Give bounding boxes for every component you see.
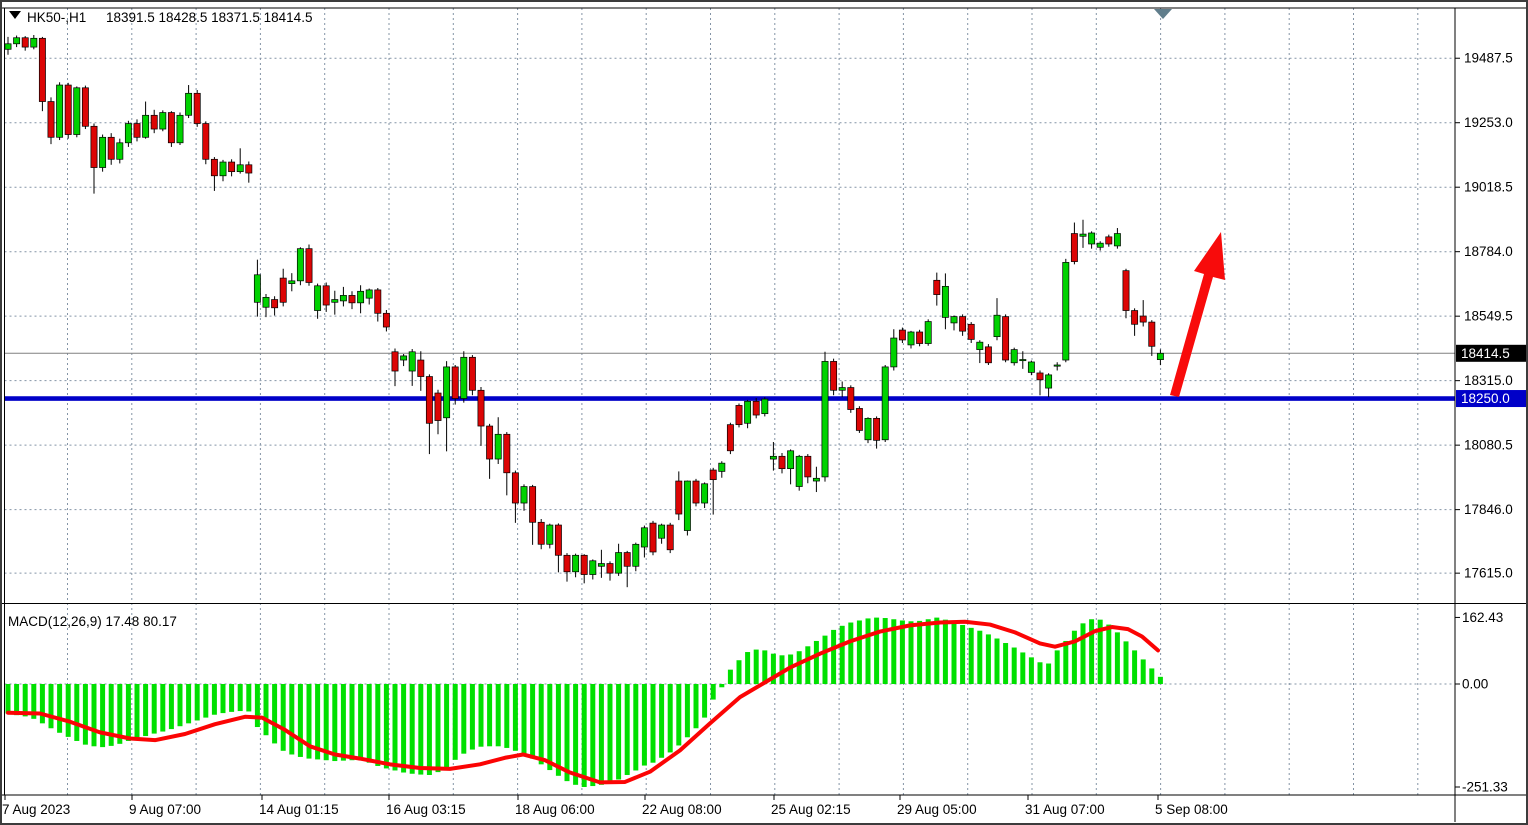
price-axis-label: 19487.5 <box>1464 51 1513 66</box>
price-axis-label: 19018.5 <box>1464 180 1513 195</box>
macd-signal-line <box>6 619 1160 785</box>
time-axis-label: 16 Aug 03:15 <box>386 802 466 817</box>
support-price-badge <box>1456 390 1526 408</box>
price-axis-label: 18080.5 <box>1464 438 1513 453</box>
price-axis: 19487.5 19253.0 19018.5 18784.0 18549.5 18315… <box>1455 51 1513 795</box>
macd-axis-label: 0.00 <box>1462 677 1488 692</box>
price-axis-label: 18549.5 <box>1464 309 1513 324</box>
time-axis-label: 18 Aug 06:00 <box>515 802 595 817</box>
price-axis-label: 18784.0 <box>1464 244 1513 259</box>
time-axis-label: 31 Aug 07:00 <box>1025 802 1105 817</box>
support-price-badge-text: 18250.0 <box>1461 391 1510 406</box>
price-axis-label: 17615.0 <box>1464 566 1513 581</box>
panel-borders <box>2 7 1526 822</box>
horizontal-gridlines <box>4 57 1455 574</box>
time-axis-label: 22 Aug 08:00 <box>642 802 722 817</box>
time-axis-label: 5 Sep 08:00 <box>1155 802 1228 817</box>
price-axis-label: 18315.0 <box>1464 373 1513 388</box>
symbol-dropdown-icon[interactable] <box>9 11 21 19</box>
trend-arrow-up <box>1170 232 1225 397</box>
end-of-data-marker-icon <box>1154 9 1172 19</box>
time-axis-label: 7 Aug 2023 <box>2 802 70 817</box>
macd-axis-label: 162.43 <box>1462 610 1503 625</box>
chart-title-symbol: HK50-,H1 <box>27 10 86 25</box>
time-axis-label: 25 Aug 02:15 <box>771 802 851 817</box>
time-axis: 7 Aug 2023 9 Aug 07:00 14 Aug 01:15 16 Aug … <box>2 795 1228 817</box>
current-price-badge <box>1456 344 1526 362</box>
chart-title-ohlc: 18391.5 18428.5 18371.5 18414.5 <box>106 10 312 25</box>
time-axis-label: 29 Aug 05:00 <box>897 802 977 817</box>
macd-histogram <box>5 617 1163 788</box>
price-axis-label: 17846.0 <box>1464 502 1513 517</box>
time-axis-label: 14 Aug 01:15 <box>259 802 339 817</box>
current-price-badge-text: 18414.5 <box>1461 346 1510 361</box>
support-hline[interactable] <box>4 396 1456 401</box>
price-axis-label: 19253.0 <box>1464 115 1513 130</box>
macd-indicator-label: MACD(12,26,9) 17.48 80.17 <box>8 614 177 629</box>
macd-axis-label: -251.33 <box>1462 780 1508 795</box>
time-axis-label: 9 Aug 07:00 <box>129 802 201 817</box>
candles-layer <box>4 34 1164 588</box>
